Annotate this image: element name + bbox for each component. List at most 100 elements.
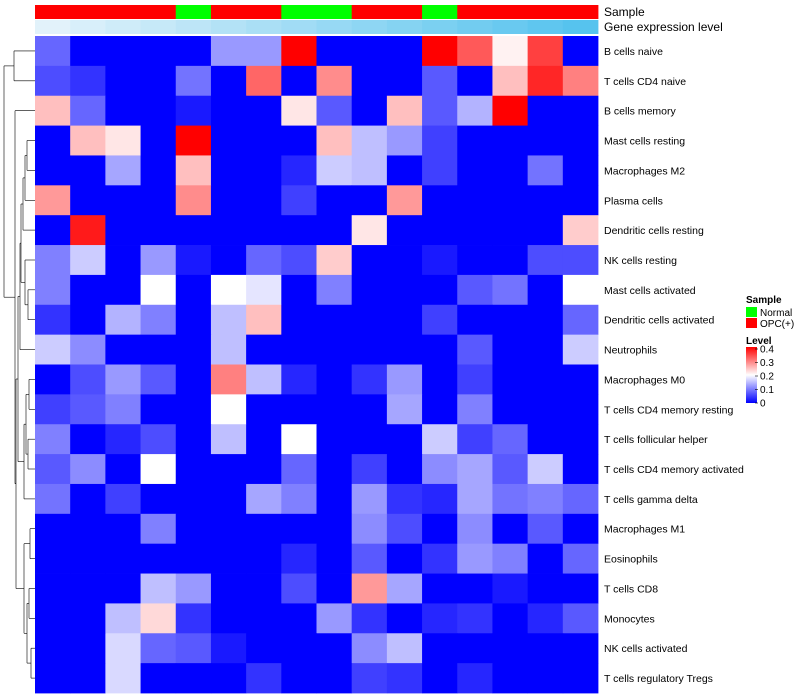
heatmap-cell xyxy=(422,65,458,97)
heatmap-cell xyxy=(210,65,247,97)
heatmap-cell xyxy=(386,215,423,246)
heatmap-cell xyxy=(562,36,599,67)
heatmap-cell xyxy=(457,65,493,97)
heatmap-cell xyxy=(105,573,141,604)
heatmap-cell xyxy=(281,394,317,425)
sample-legend-label: Normal xyxy=(760,308,792,319)
heatmap-cell xyxy=(457,424,493,455)
heatmap-cell xyxy=(351,573,388,604)
heatmap-cell xyxy=(210,424,247,455)
sample-annotation-cell xyxy=(105,5,141,19)
heatmap-cell xyxy=(492,125,529,156)
heatmap-cell xyxy=(386,334,423,365)
heatmap-cell xyxy=(246,513,282,545)
heatmap-cell xyxy=(246,155,282,186)
heatmap-cell xyxy=(210,155,247,186)
heatmap-cell xyxy=(35,483,71,515)
heatmap-cell xyxy=(246,125,282,156)
heatmap-cell xyxy=(70,245,106,276)
row-label: T cells follicular helper xyxy=(604,434,708,446)
heatmap-cell xyxy=(175,454,212,485)
heatmap-cell xyxy=(210,633,247,664)
heatmap-cell xyxy=(527,274,564,306)
heatmap-cell xyxy=(562,155,599,186)
heatmap-cell xyxy=(527,394,564,425)
heatmap-cell xyxy=(140,573,177,604)
heatmap-cell xyxy=(105,424,141,455)
heatmap-cell xyxy=(210,543,247,574)
heatmap-cell xyxy=(316,573,353,604)
heatmap-cell xyxy=(281,36,317,67)
heatmap-cell xyxy=(105,65,141,97)
heatmap-cell xyxy=(281,573,317,604)
heatmap-cell xyxy=(281,513,317,545)
level-legend-tick: 0.4 xyxy=(760,345,774,356)
heatmap-cell xyxy=(457,364,493,395)
heatmap-cell xyxy=(386,185,423,216)
heatmap-cell xyxy=(386,65,423,97)
heatmap-cell xyxy=(281,483,317,515)
heatmap-cell xyxy=(492,36,529,67)
heatmap-cell xyxy=(562,364,599,395)
sample-annotation-cell xyxy=(351,5,388,19)
heatmap-cell xyxy=(562,274,599,306)
row-label: Plasma cells xyxy=(604,195,663,207)
heatmap-cell xyxy=(210,274,247,306)
heatmap-cell xyxy=(140,215,177,246)
sample-annotation-cell xyxy=(316,5,353,19)
heatmap-cell xyxy=(175,65,212,97)
heatmap-cell xyxy=(492,394,529,425)
heatmap-cell xyxy=(210,483,247,515)
heatmap-cell xyxy=(246,274,282,306)
heatmap-cell xyxy=(386,36,423,67)
heatmap-cell xyxy=(527,543,564,574)
heatmap-cell xyxy=(527,36,564,67)
heatmap-cell xyxy=(175,573,212,604)
heatmap-cell xyxy=(70,454,106,485)
heatmap-cell xyxy=(351,304,388,336)
gene-expression-annotation-cell xyxy=(422,20,458,34)
heatmap-cell xyxy=(105,394,141,425)
heatmap-cell xyxy=(175,185,212,216)
heatmap-cell xyxy=(351,424,388,455)
heatmap-cell xyxy=(35,364,71,395)
sample-annotation-cell xyxy=(457,5,493,19)
heatmap-cell xyxy=(281,155,317,186)
heatmap-cell xyxy=(70,364,106,395)
heatmap-cell xyxy=(281,454,317,485)
heatmap-cell xyxy=(105,334,141,365)
heatmap-cell xyxy=(210,215,247,246)
heatmap-cell xyxy=(210,185,247,216)
sample-annotation-cell xyxy=(246,5,282,19)
heatmap-cell xyxy=(351,364,388,395)
sample-annotation-cell xyxy=(386,5,423,19)
heatmap-cell xyxy=(492,334,529,365)
heatmap-cell xyxy=(316,513,353,545)
row-label: B cells naive xyxy=(604,46,663,58)
heatmap-cell xyxy=(35,394,71,425)
heatmap-cell xyxy=(140,364,177,395)
heatmap-cell xyxy=(70,36,106,67)
heatmap-cell xyxy=(492,633,529,664)
heatmap-cell xyxy=(175,125,212,156)
heatmap-cell xyxy=(35,185,71,216)
heatmap-cell xyxy=(175,364,212,395)
heatmap-cell xyxy=(281,334,317,365)
heatmap-cell xyxy=(422,364,458,395)
heatmap-cell xyxy=(70,424,106,455)
heatmap-cell xyxy=(105,215,141,246)
heatmap-cell xyxy=(105,36,141,67)
heatmap-cells xyxy=(35,36,599,694)
heatmap-cell xyxy=(281,603,317,634)
gene-expression-annotation-cell xyxy=(351,20,388,34)
heatmap-cell xyxy=(386,543,423,574)
sample-legend-swatch xyxy=(746,318,757,328)
heatmap-cell xyxy=(246,215,282,246)
heatmap-cell xyxy=(246,633,282,664)
heatmap-cell xyxy=(386,513,423,545)
heatmap-cell xyxy=(70,603,106,634)
gene-expression-annotation-cell xyxy=(175,20,212,34)
heatmap-cell xyxy=(422,185,458,216)
heatmap-cell xyxy=(105,95,141,126)
